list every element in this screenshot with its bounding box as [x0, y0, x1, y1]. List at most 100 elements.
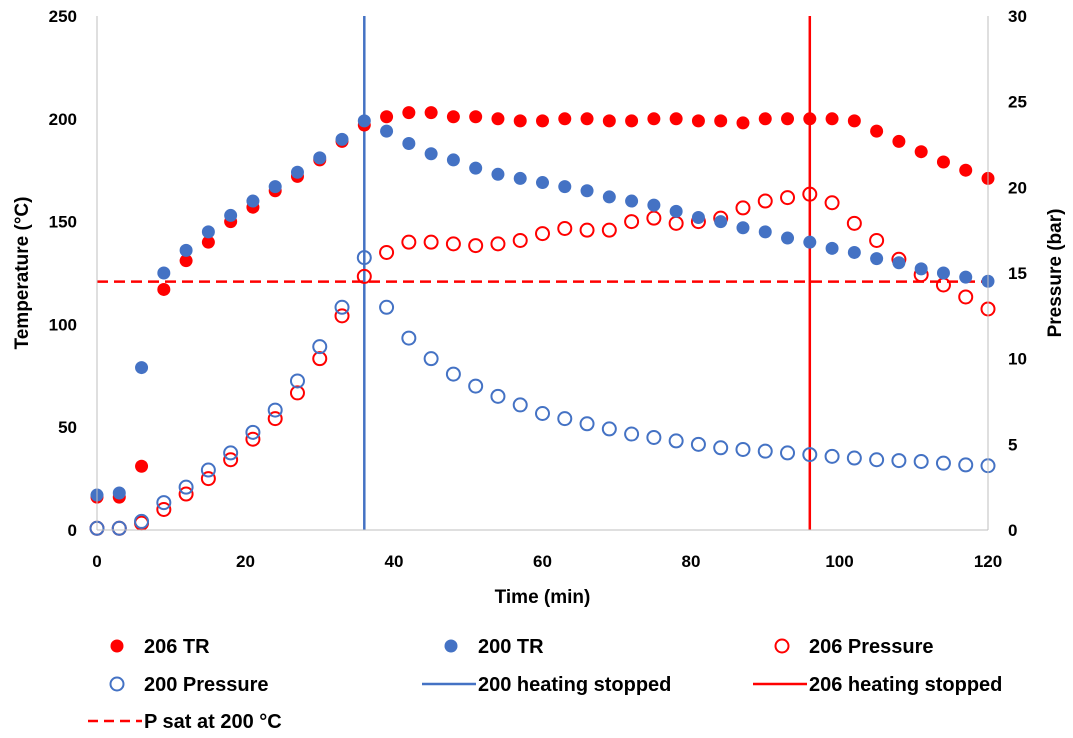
- 200-tr-point: [335, 132, 349, 146]
- legend: 206 TR 200 TR 206 Pressure 200 Pressure 200 …: [88, 636, 1002, 733]
- legend-marker-206-pressure: [774, 638, 790, 654]
- 200-tr-point: [135, 361, 149, 375]
- 200-tr-point: [936, 266, 950, 280]
- 206-tr-point: [513, 114, 527, 128]
- legend-marker-200-pressure: [109, 676, 125, 692]
- 206-pressure-point: [557, 220, 573, 236]
- 206-tr-point: [602, 114, 616, 128]
- legend-label: 200 TR: [478, 636, 544, 658]
- legend-label: 206 heating stopped: [809, 674, 1002, 696]
- y-tick-label: 50: [58, 418, 77, 437]
- 206-pressure-point: [869, 232, 885, 248]
- 206-pressure-point: [445, 236, 461, 252]
- 206-pressure-point: [512, 232, 528, 248]
- 206-pressure-point: [200, 471, 216, 487]
- 206-pressure-point: [935, 277, 951, 293]
- 200-pressure-point: [445, 366, 461, 382]
- 200-tr-point: [246, 194, 260, 208]
- 200-pressure-point: [379, 299, 395, 315]
- 206-pressure-point: [312, 351, 328, 367]
- 206-tr-point: [424, 106, 438, 120]
- 206-tr-point: [714, 114, 728, 128]
- 200-tr-point: [290, 165, 304, 179]
- x-axis-title: Time (min): [495, 587, 591, 608]
- 206-tr-point: [847, 114, 861, 128]
- 200-pressure-point: [869, 452, 885, 468]
- 200-tr-point: [536, 176, 549, 190]
- 200-tr-point: [491, 167, 505, 181]
- 206-pressure-point: [824, 195, 840, 211]
- 206-tr-point: [669, 112, 683, 126]
- 200-tr-point: [602, 190, 616, 204]
- 200-pressure-point: [312, 339, 328, 355]
- 206-pressure-point: [757, 193, 773, 209]
- 206-tr-point: [157, 282, 171, 296]
- 200-pressure-point: [690, 436, 706, 452]
- 200-tr-point: [469, 161, 483, 175]
- 200-tr-point: [424, 147, 438, 161]
- 206-pressure-point: [624, 214, 640, 230]
- 200-pressure-point: [289, 373, 305, 389]
- series-200-tr: [90, 114, 995, 502]
- axes: [96, 16, 989, 531]
- 200-tr-point: [179, 243, 193, 257]
- 200-pressure-point: [223, 445, 239, 461]
- 200-pressure-point: [512, 397, 528, 413]
- 200-tr-point: [647, 198, 661, 212]
- 200-pressure-point: [802, 447, 818, 463]
- 200-tr-point: [446, 153, 460, 167]
- 206-tr-point: [959, 163, 973, 177]
- y2-tick-label: 30: [1008, 7, 1027, 26]
- x-tick-label: 60: [533, 552, 552, 571]
- 200-tr-point: [112, 486, 126, 500]
- 206-tr-point: [491, 112, 505, 126]
- 206-tr-point: [201, 235, 215, 249]
- 200-tr-point: [847, 245, 861, 259]
- 200-pressure-point: [356, 250, 372, 266]
- y2-tick-label: 10: [1008, 350, 1027, 369]
- 206-pressure-point: [267, 411, 283, 427]
- 200-tr-point: [736, 221, 750, 235]
- y-tick-label: 200: [49, 110, 77, 129]
- 200-tr-point: [870, 252, 884, 266]
- y-tick-label: 150: [49, 213, 77, 232]
- series-206-tr: [90, 106, 995, 504]
- 206-pressure-point: [601, 222, 617, 238]
- legend-label: 200 Pressure: [144, 674, 269, 696]
- 206-pressure-point: [735, 200, 751, 216]
- 206-tr-point: [402, 106, 416, 120]
- 206-tr-point: [558, 112, 572, 126]
- 206-pressure-point: [178, 486, 194, 502]
- 200-pressure-point: [735, 441, 751, 457]
- 200-tr-point: [157, 266, 171, 280]
- 206-pressure-point: [958, 289, 974, 305]
- 200-pressure-point: [423, 351, 439, 367]
- 200-pressure-point: [468, 378, 484, 394]
- legend-marker-206-tr: [110, 639, 124, 653]
- 206-pressure-point: [379, 244, 395, 260]
- 206-pressure-point: [490, 236, 506, 252]
- y-axis-title: Temperature (°C): [12, 197, 33, 350]
- 200-tr-point: [625, 194, 639, 208]
- 206-tr-point: [803, 112, 817, 126]
- 206-tr-point: [380, 110, 394, 124]
- 206-tr-point: [914, 145, 928, 159]
- 200-pressure-point: [156, 495, 172, 511]
- 200-pressure-point: [913, 453, 929, 469]
- 200-tr-point: [758, 225, 772, 239]
- 200-pressure-point: [601, 421, 617, 437]
- 206-tr-point: [625, 114, 639, 128]
- 206-pressure-point: [468, 238, 484, 254]
- legend-label: 200 heating stopped: [478, 674, 671, 696]
- x-tick-label: 0: [92, 552, 101, 571]
- 200-pressure-point: [891, 453, 907, 469]
- 206-tr-point: [536, 114, 549, 128]
- 206-pressure-point: [579, 222, 595, 238]
- 200-pressure-point: [668, 433, 684, 449]
- 200-pressure-point: [134, 513, 150, 529]
- 200-tr-point: [268, 180, 282, 194]
- 200-tr-point: [669, 204, 683, 218]
- 200-pressure-point: [757, 443, 773, 459]
- y-tick-label: 250: [49, 7, 77, 26]
